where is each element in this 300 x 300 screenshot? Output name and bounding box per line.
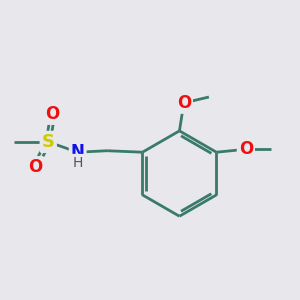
- Text: O: O: [46, 105, 60, 123]
- Text: O: O: [177, 94, 191, 112]
- Text: S: S: [42, 133, 55, 151]
- Text: H: H: [73, 155, 83, 170]
- Text: O: O: [239, 140, 253, 158]
- Text: O: O: [28, 158, 42, 176]
- Text: N: N: [71, 143, 85, 161]
